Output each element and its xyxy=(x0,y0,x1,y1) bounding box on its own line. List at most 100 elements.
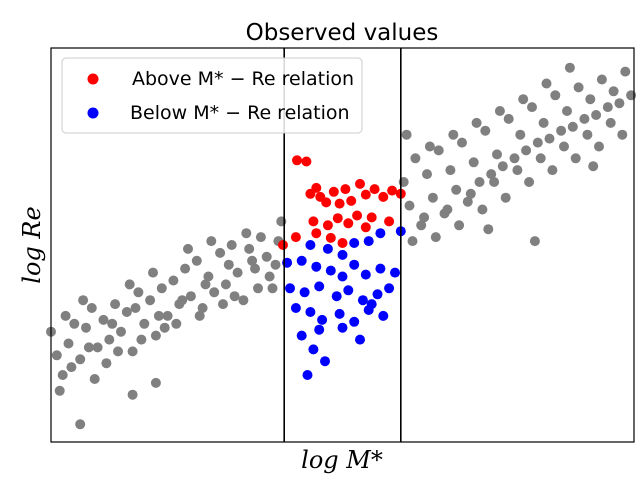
data-point-s1-31 xyxy=(349,238,360,248)
data-point-s1-2 xyxy=(325,265,336,276)
data-point-s2-138 xyxy=(541,78,552,89)
data-point-s0-27 xyxy=(337,238,348,248)
data-point-s2-62 xyxy=(150,377,161,388)
data-point-s1-15 xyxy=(384,283,395,294)
y-axis-label: log Re xyxy=(18,206,46,283)
data-point-s2-134 xyxy=(448,129,459,140)
data-point-s2-117 xyxy=(454,220,465,231)
data-point-s0-22 xyxy=(384,216,395,227)
data-point-s2-5 xyxy=(75,354,86,365)
data-point-s2-42 xyxy=(78,295,89,306)
data-point-s1-28 xyxy=(320,356,330,367)
data-point-s2-69 xyxy=(200,279,211,290)
data-point-s2-135 xyxy=(471,117,482,128)
data-point-s2-100 xyxy=(556,125,567,136)
data-point-s2-124 xyxy=(535,153,546,164)
data-point-s0-6 xyxy=(328,186,339,197)
data-point-s2-141 xyxy=(588,161,599,172)
data-point-s0-24 xyxy=(290,232,301,243)
data-point-s2-102 xyxy=(567,121,578,132)
data-point-s1-17 xyxy=(305,307,316,317)
chart-title: Observed values xyxy=(246,20,439,46)
data-point-s1-8 xyxy=(285,283,295,294)
data-point-s1-6 xyxy=(375,263,386,274)
data-point-s0-13 xyxy=(378,191,389,202)
data-point-s0-28 xyxy=(360,222,371,233)
data-point-s2-18 xyxy=(150,330,161,341)
data-point-s2-79 xyxy=(433,145,444,156)
data-point-s2-68 xyxy=(177,295,188,306)
data-point-s2-48 xyxy=(148,267,158,278)
data-point-s2-99 xyxy=(550,90,561,101)
data-point-s2-125 xyxy=(547,165,558,176)
data-point-s2-95 xyxy=(527,102,537,113)
data-point-s2-94 xyxy=(521,145,532,156)
data-point-s1-11 xyxy=(331,291,342,302)
data-point-s0-17 xyxy=(322,220,333,231)
data-point-s1-33 xyxy=(375,228,386,239)
data-point-s2-60 xyxy=(75,419,86,430)
data-point-s2-46 xyxy=(124,279,135,290)
data-point-s2-56 xyxy=(241,228,252,239)
data-point-s1-4 xyxy=(349,259,360,270)
data-point-s2-93 xyxy=(515,129,526,140)
data-point-s2-129 xyxy=(594,141,604,152)
data-point-s2-84 xyxy=(462,196,473,207)
data-point-s2-96 xyxy=(532,137,543,148)
data-point-s2-25 xyxy=(191,255,202,266)
data-point-s1-30 xyxy=(337,249,348,260)
data-point-s2-28 xyxy=(209,287,220,298)
legend-marker-below xyxy=(87,107,99,119)
data-point-s1-34 xyxy=(305,240,316,250)
data-point-s2-38 xyxy=(267,283,278,294)
data-point-s2-3 xyxy=(63,338,74,349)
data-point-s2-77 xyxy=(422,169,432,180)
data-point-s2-27 xyxy=(203,271,214,282)
data-point-s2-120 xyxy=(489,177,500,187)
data-point-s2-132 xyxy=(401,129,412,140)
data-point-s2-89 xyxy=(492,149,502,160)
data-point-s2-133 xyxy=(424,141,435,152)
data-point-s1-1 xyxy=(311,261,322,272)
points-layer xyxy=(46,62,637,430)
data-point-s0-0 xyxy=(292,155,302,166)
data-point-s2-26 xyxy=(197,303,208,313)
data-point-s2-7 xyxy=(86,303,97,313)
data-point-s2-101 xyxy=(562,106,572,116)
data-point-s2-104 xyxy=(579,113,590,124)
data-point-s2-88 xyxy=(486,169,497,180)
data-point-s2-9 xyxy=(98,314,109,325)
data-point-s2-57 xyxy=(253,283,263,294)
data-point-s2-142 xyxy=(564,62,575,73)
data-point-s1-37 xyxy=(302,370,313,380)
data-point-s2-115 xyxy=(430,232,441,243)
data-point-s2-123 xyxy=(524,177,535,187)
data-point-s2-107 xyxy=(596,74,607,85)
data-point-s2-92 xyxy=(509,153,520,164)
data-point-s0-25 xyxy=(311,228,322,239)
data-point-s2-136 xyxy=(494,106,505,116)
data-point-s2-91 xyxy=(503,113,514,124)
data-point-s2-13 xyxy=(121,307,132,317)
data-point-s2-41 xyxy=(66,362,77,373)
data-point-s0-11 xyxy=(360,189,371,200)
data-point-s2-33 xyxy=(238,295,249,306)
data-point-s2-53 xyxy=(206,236,217,247)
data-point-s0-14 xyxy=(387,185,398,196)
data-point-s2-126 xyxy=(559,141,569,152)
data-point-s2-103 xyxy=(573,82,584,93)
data-point-s2-31 xyxy=(226,240,237,250)
data-point-s1-0 xyxy=(296,255,307,266)
data-point-s2-78 xyxy=(427,192,438,203)
data-point-s2-105 xyxy=(585,94,596,105)
data-point-s2-10 xyxy=(104,334,115,345)
data-point-s1-23 xyxy=(296,330,307,341)
data-point-s2-12 xyxy=(116,326,126,337)
data-point-s2-75 xyxy=(410,153,421,164)
data-point-s1-5 xyxy=(360,269,371,280)
data-point-s0-12 xyxy=(369,184,380,195)
data-point-s2-98 xyxy=(544,133,555,144)
data-point-s2-106 xyxy=(591,110,602,120)
data-point-s1-22 xyxy=(378,310,389,321)
data-point-s2-44 xyxy=(101,358,112,369)
